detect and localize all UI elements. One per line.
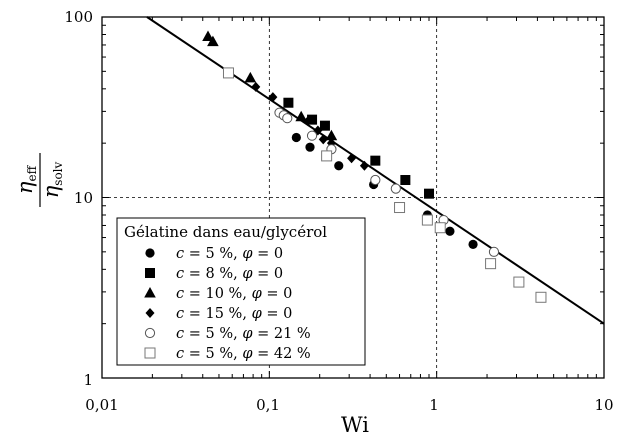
legend-entry: c = 8 %, φ = 0 (176, 266, 283, 282)
legend-marker-filled-triangle (144, 287, 156, 298)
svg-text:ηsolv: ηsolv (39, 161, 65, 198)
data-point-filled-triangle (202, 30, 214, 41)
y-label-numerator-subscript: eff (25, 164, 39, 181)
data-point-filled-triangle (244, 71, 257, 83)
x-tick-label: 0,01 (85, 396, 118, 414)
data-point-filled-square (370, 155, 381, 166)
y-tick-label: 1 (83, 371, 93, 389)
data-point-open-circle (282, 113, 293, 124)
y-label-numerator: η (13, 181, 37, 194)
data-points (202, 30, 547, 303)
data-point-open-square (434, 222, 446, 234)
data-point-open-square (485, 258, 497, 270)
x-axis-label: Wi (341, 413, 369, 437)
data-point-open-square (421, 214, 433, 226)
x-tick-label: 1 (429, 396, 439, 414)
y-label-denominator-subscript: solv (51, 161, 65, 185)
data-point-filled-square (400, 175, 411, 186)
legend-entry: c = 5 %, φ = 42 % (176, 346, 311, 362)
data-point-open-square (513, 276, 525, 288)
data-point-filled-triangle (207, 35, 219, 47)
data-point-open-circle (390, 183, 401, 194)
x-tick-label: 0,1 (256, 396, 280, 414)
legend-marker-filled-circle (145, 248, 155, 258)
data-point-filled-diamond (347, 153, 357, 164)
legend-marker-open-square (144, 347, 156, 359)
data-point-open-circle (488, 246, 500, 257)
data-point-filled-circle (468, 239, 478, 249)
legend-marker-filled-diamond (145, 308, 155, 318)
y-tick-label: 10 (74, 189, 93, 207)
data-point-open-square (222, 67, 234, 79)
data-point-filled-square (319, 120, 330, 131)
legend-marker-filled-square (145, 268, 155, 278)
legend-entry: c = 15 %, φ = 0 (176, 306, 292, 322)
data-point-filled-diamond (318, 134, 328, 145)
data-point-filled-diamond (359, 160, 369, 171)
data-point-open-square (321, 150, 333, 162)
data-point-filled-diamond (251, 81, 261, 92)
legend-markers (144, 248, 156, 359)
data-point-filled-circle (291, 132, 301, 143)
data-point-open-square (535, 291, 547, 303)
data-point-open-circle (370, 174, 381, 186)
legend-title: Gélatine dans eau/glycérol (124, 223, 327, 241)
legend: Gélatine dans eau/glycérol c = 5 %, φ = … (116, 217, 366, 366)
data-point-filled-square (307, 114, 318, 125)
data-point-filled-square (424, 188, 435, 199)
data-point-filled-circle (305, 142, 315, 152)
x-tick-labels: 0,01 0,1 1 10 (85, 396, 613, 414)
legend-entry: c = 10 %, φ = 0 (176, 286, 292, 302)
y-tick-label: 100 (64, 8, 93, 26)
data-point-filled-diamond (268, 92, 278, 103)
data-point-filled-square (283, 97, 294, 108)
data-point-open-circle (306, 130, 318, 141)
data-point-filled-triangle (325, 129, 338, 141)
y-axis-label: ηeff ηsolv (13, 153, 65, 207)
data-point-filled-diamond (303, 116, 313, 127)
y-label-denominator: η (39, 185, 63, 198)
data-point-filled-circle (445, 226, 455, 236)
data-point-filled-triangle (295, 110, 307, 122)
x-tick-label: 10 (594, 396, 613, 414)
legend-entry: c = 5 %, φ = 21 % (176, 326, 311, 342)
y-tick-labels: 1 10 100 (64, 8, 93, 389)
svg-text:ηeff: ηeff (13, 164, 39, 194)
legend-box (116, 217, 366, 366)
data-point-filled-circle (334, 161, 344, 171)
data-point-open-square (394, 202, 406, 214)
axis-ticks (101, 17, 604, 379)
legend-entry: c = 5 %, φ = 0 (176, 246, 283, 262)
legend-marker-open-circle (144, 327, 156, 339)
